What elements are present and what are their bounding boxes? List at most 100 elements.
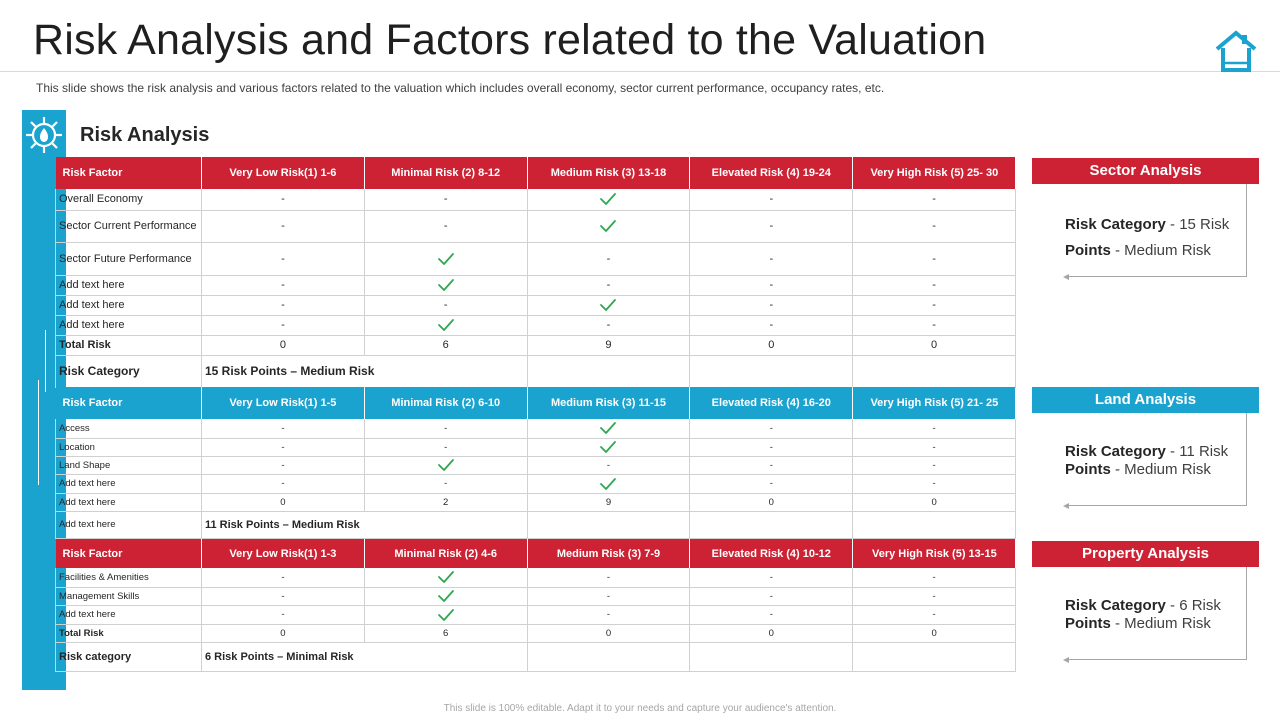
table-cell: -	[689, 315, 854, 336]
row-label: Location	[55, 438, 202, 457]
table-cell: ✓	[364, 587, 528, 606]
row-label: Land Shape	[55, 456, 202, 475]
table-cell: -	[527, 242, 691, 276]
panel-label: Points	[1065, 615, 1111, 632]
header-risk-factor: Risk Factor	[55, 387, 202, 419]
table-cell: -	[201, 189, 365, 211]
panel-label: Risk Category	[1065, 443, 1166, 460]
table-cell: -	[201, 456, 365, 475]
risk-table-sector: Risk Factor Very Low Risk(1) 1-6 Minimal…	[55, 157, 1016, 388]
row-label: Add text here	[55, 605, 202, 625]
table-cell: -	[689, 456, 854, 475]
table-cell	[689, 355, 854, 388]
header-very-high: Very High Risk (5) 25- 30	[870, 167, 999, 179]
table-cell: -	[527, 315, 691, 336]
table-cell: -	[852, 315, 1016, 336]
table-cell: -	[689, 210, 854, 243]
panel-value: - 11 Risk	[1165, 443, 1229, 460]
row-label: Add text here	[55, 493, 202, 512]
table-cell: -	[689, 275, 854, 296]
risk-table-land: Risk Factor Very Low Risk(1) 1-5 Minimal…	[55, 387, 1016, 539]
category-label: Risk category	[55, 642, 202, 672]
header-medium: Medium Risk (3) 11-15	[527, 387, 691, 419]
table-cell: -	[852, 275, 1016, 296]
panel-text-property: Risk Category - 6 Risk Points - Medium R…	[1065, 597, 1245, 633]
panel-text-land: Risk Category - 11 Risk Points - Medium …	[1065, 443, 1245, 479]
table-cell: -	[689, 568, 854, 588]
header-minimal: Minimal Risk (2) 6-10	[364, 387, 528, 419]
table-row: Location--✓--	[55, 438, 1016, 457]
header-minimal: Minimal Risk (2) 4-6	[364, 539, 528, 568]
total-risk-row: Total Risk 0 6 0 0 0	[55, 624, 1016, 643]
table-cell: ✓	[527, 295, 691, 316]
category-value: 15 Risk Points – Medium Risk	[201, 355, 528, 388]
header-medium: Medium Risk (3) 7-9	[527, 539, 691, 568]
table-cell: 9	[527, 335, 691, 356]
header-medium: Medium Risk (3) 13-18	[527, 157, 691, 189]
table-row: Add text here 0 2 9 0 0	[55, 493, 1016, 512]
table-cell	[852, 511, 1016, 539]
table-row: Land Shape-✓---	[55, 456, 1016, 475]
table-cell	[527, 511, 691, 539]
table-cell: -	[201, 315, 365, 336]
table-cell	[852, 355, 1016, 388]
header-elevated: Elevated Risk (4) 10-12	[689, 539, 854, 568]
table-cell: -	[852, 189, 1016, 211]
table-row: Add text here-✓---	[55, 315, 1016, 336]
table-cell: -	[527, 456, 691, 475]
check-icon	[437, 571, 454, 584]
section-title: Risk Analysis	[80, 124, 210, 146]
table-cell: 0	[852, 624, 1016, 643]
table-cell: -	[852, 242, 1016, 276]
table-cell: ✓	[527, 419, 691, 439]
header-very-high: Very High Risk (5) 13-15	[871, 547, 997, 560]
row-label: Add text here	[55, 315, 202, 336]
table-cell: 0	[689, 493, 854, 512]
panel-frame-sector	[1065, 184, 1247, 277]
table-cell: 0	[201, 493, 365, 512]
panel-title-land: Land Analysis	[1032, 387, 1259, 413]
table-cell: -	[689, 189, 854, 211]
table-cell: -	[364, 474, 528, 494]
table-cell	[527, 355, 691, 388]
panel-value: - Medium Risk	[1110, 615, 1211, 632]
table-cell: ✓	[364, 456, 528, 475]
table-cell: -	[689, 605, 854, 625]
check-icon	[600, 441, 617, 453]
slide-subtitle: This slide shows the risk analysis and v…	[36, 81, 885, 95]
risk-table-property: Risk Factor Very Low Risk(1) 1-3 Minimal…	[55, 539, 1016, 672]
check-icon	[437, 279, 454, 291]
page-title: Risk Analysis and Factors related to the…	[33, 16, 987, 64]
table-cell: -	[201, 438, 365, 457]
check-icon	[437, 319, 454, 331]
total-risk-row: Total Risk 0 6 9 0 0	[55, 335, 1016, 356]
row-label: Add text here	[55, 295, 202, 316]
header-very-high: Very High Risk (5) 21- 25	[870, 397, 999, 409]
panel-label: Risk Category	[1065, 216, 1166, 233]
table-cell: -	[689, 587, 854, 606]
table-cell: -	[852, 419, 1016, 439]
table-header-row: Risk Factor Very Low Risk(1) 1-5 Minimal…	[55, 387, 1016, 419]
table-cell: -	[852, 568, 1016, 588]
table-cell: -	[689, 474, 854, 494]
table-cell: -	[852, 605, 1016, 625]
row-label: Total Risk	[55, 624, 202, 643]
panel-arrow-land	[1063, 503, 1069, 509]
table-cell: -	[852, 210, 1016, 243]
header-very-low: Very Low Risk(1) 1-6	[201, 157, 365, 189]
table-row: Add text here--✓--	[55, 474, 1016, 494]
check-icon	[600, 299, 617, 311]
table-cell: 0	[689, 335, 854, 356]
category-label: Add text here	[55, 511, 202, 539]
table-cell: ✓	[364, 275, 528, 296]
table-cell: -	[201, 295, 365, 316]
table-cell: -	[364, 419, 528, 439]
table-cell: -	[364, 438, 528, 457]
header-elevated: Elevated Risk (4) 19-24	[689, 157, 854, 189]
home-icon[interactable]	[1214, 29, 1258, 73]
table-cell: ✓	[364, 605, 528, 625]
table-row: Add text here-✓---	[55, 605, 1016, 625]
table-cell: -	[852, 438, 1016, 457]
table-cell: -	[527, 275, 691, 296]
table-cell: -	[201, 275, 365, 296]
